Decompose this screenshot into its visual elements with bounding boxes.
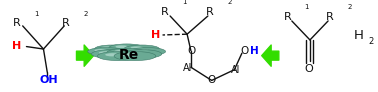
Circle shape <box>107 48 147 57</box>
Text: H: H <box>353 29 363 42</box>
Text: R: R <box>284 12 291 22</box>
Circle shape <box>105 53 120 56</box>
Text: R: R <box>62 18 70 28</box>
Text: 2: 2 <box>84 10 88 16</box>
Text: O: O <box>240 46 248 56</box>
Text: O: O <box>187 46 195 56</box>
Text: H: H <box>250 46 259 56</box>
Text: O: O <box>207 75 215 85</box>
Circle shape <box>136 49 149 52</box>
Circle shape <box>94 49 107 52</box>
Text: Re: Re <box>118 48 139 62</box>
Circle shape <box>114 50 128 53</box>
Text: 1: 1 <box>34 10 39 16</box>
Circle shape <box>101 46 113 49</box>
Circle shape <box>114 52 156 61</box>
Text: R: R <box>161 7 169 17</box>
Circle shape <box>129 51 143 54</box>
Text: 1: 1 <box>182 0 186 5</box>
Circle shape <box>109 44 144 52</box>
Circle shape <box>131 46 143 49</box>
Circle shape <box>124 45 160 53</box>
Circle shape <box>91 50 132 58</box>
Text: 2: 2 <box>347 4 352 10</box>
Text: H: H <box>151 30 160 40</box>
Circle shape <box>116 45 128 48</box>
Text: OH: OH <box>40 75 58 85</box>
Text: 2: 2 <box>227 0 232 5</box>
Circle shape <box>94 45 130 53</box>
Text: H: H <box>12 41 21 51</box>
Text: 1: 1 <box>305 4 309 10</box>
Text: O: O <box>304 64 313 74</box>
Circle shape <box>129 48 166 55</box>
Text: 2: 2 <box>369 37 374 46</box>
Text: Al: Al <box>231 65 240 75</box>
Circle shape <box>99 51 113 54</box>
Circle shape <box>88 48 124 55</box>
Circle shape <box>98 52 139 61</box>
Text: Al: Al <box>183 63 192 73</box>
Text: R: R <box>326 12 334 22</box>
Circle shape <box>122 53 136 56</box>
Circle shape <box>122 50 162 58</box>
Text: R: R <box>206 7 214 17</box>
Text: R: R <box>13 18 21 28</box>
